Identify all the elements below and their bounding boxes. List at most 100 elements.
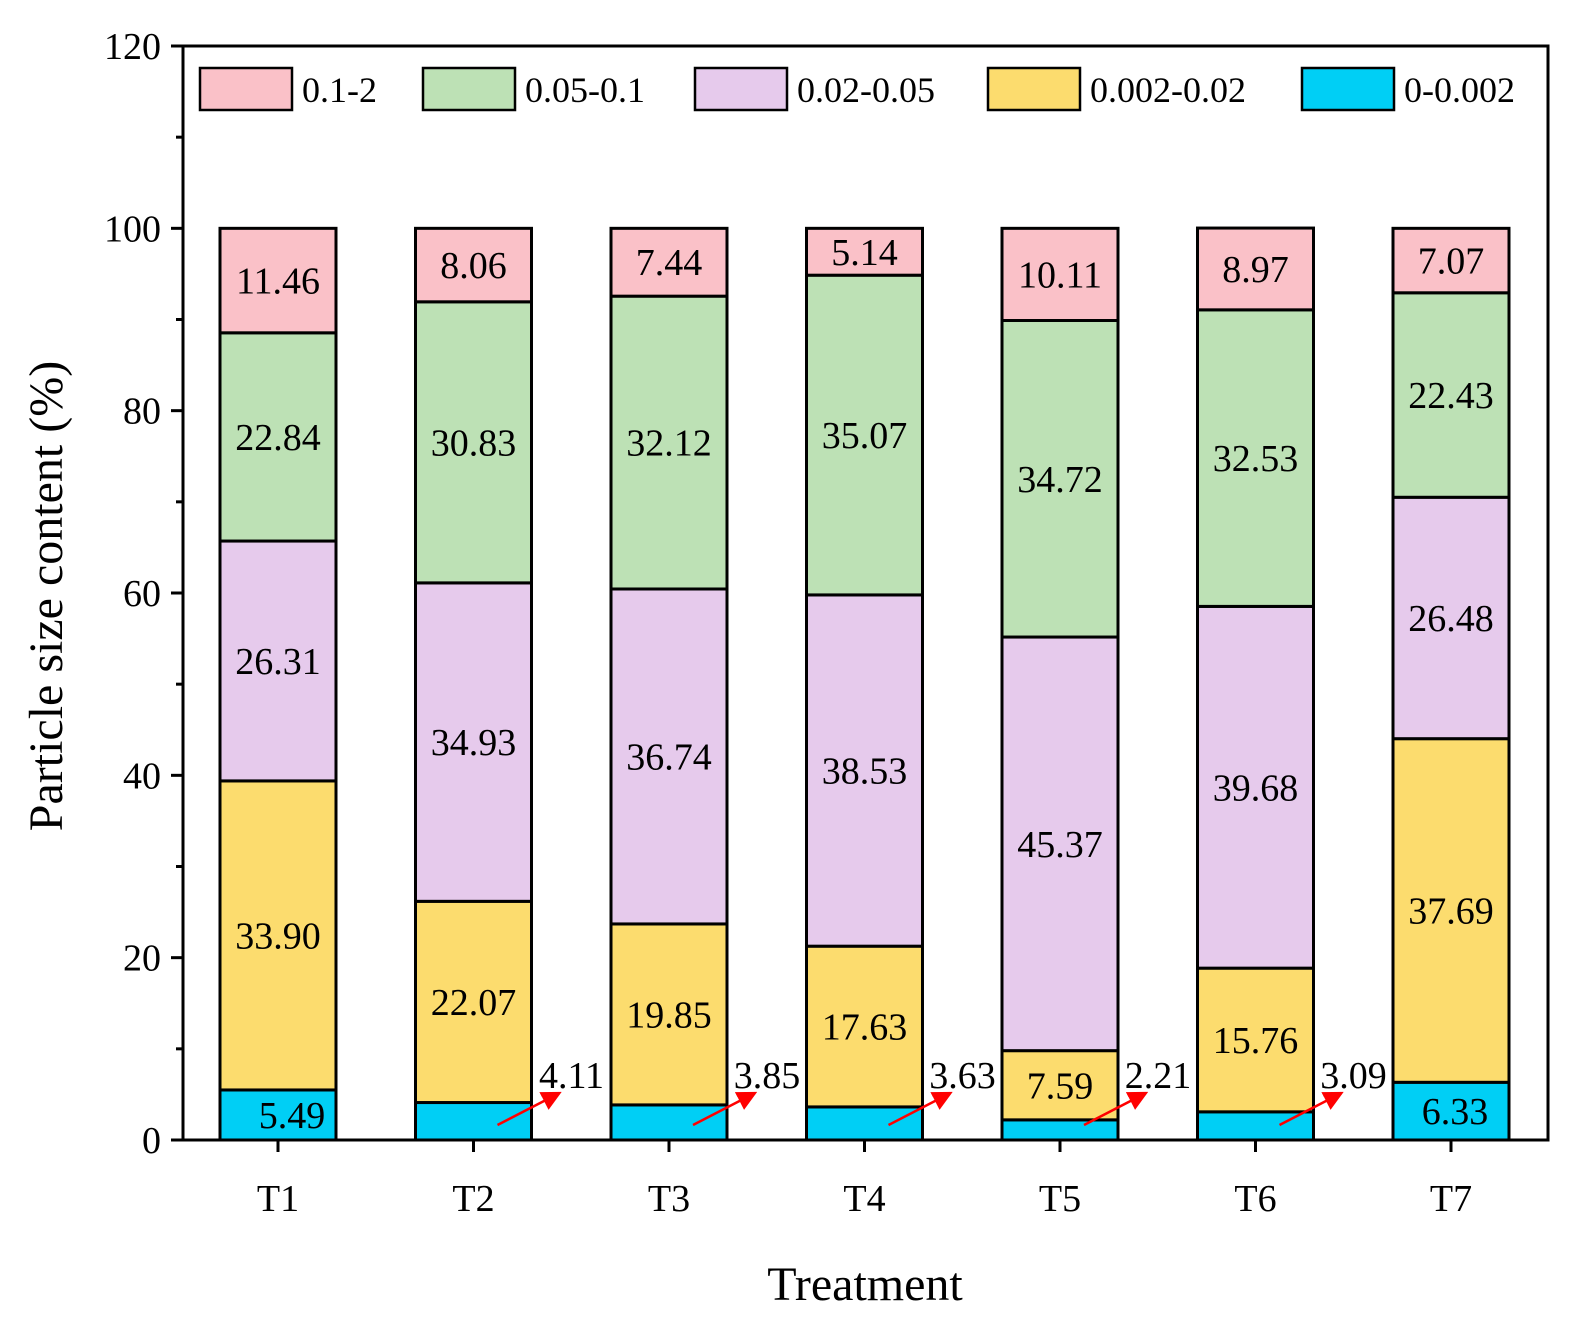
data-label-T5-0-0.002: 2.21 [1125, 1055, 1192, 1097]
legend-label-0.05-0.1: 0.05-0.1 [525, 70, 645, 110]
callout-arrow-T2 [496, 1091, 562, 1127]
data-label-T2-0.05-0.1: 30.83 [431, 422, 517, 464]
bar-segment-T4-0.02-0.05 [805, 593, 924, 948]
data-label-T1-0.1-2: 11.46 [236, 261, 320, 303]
bar-segment-T7-0.02-0.05 [1391, 495, 1511, 741]
legend-swatch-0.002-0.02 [986, 66, 1082, 112]
data-label-T2-0-0.002: 4.11 [539, 1055, 604, 1097]
bar-segment-T4-0-0.002 [805, 1105, 924, 1142]
data-label-T1-0.05-0.1: 22.84 [235, 417, 321, 459]
callout-arrow-T3 [692, 1091, 758, 1127]
data-label-T6-0.1-2: 8.97 [1222, 249, 1289, 291]
data-label-T6-0.02-0.05: 39.68 [1213, 767, 1299, 809]
data-label-T1-0.02-0.05: 26.31 [235, 641, 321, 683]
bar-segment-T4-0.05-0.1 [805, 273, 924, 597]
callout-arrow-T4 [887, 1091, 953, 1127]
bar-segment-T5-0.002-0.02 [1000, 1049, 1120, 1122]
bar-segment-T2-0.05-0.1 [414, 300, 533, 585]
x-tick-label-T3: T3 [648, 1178, 690, 1220]
bar-segment-T6-0.05-0.1 [1196, 308, 1315, 608]
bar-segment-T2-0.1-2 [414, 226, 533, 304]
data-label-T3-0.002-0.02: 19.85 [626, 994, 712, 1036]
bar-segment-T7-0.002-0.02 [1391, 737, 1511, 1084]
y-tick-label: 40 [123, 755, 161, 797]
data-label-T2-0.002-0.02: 22.07 [431, 982, 517, 1024]
y-tick-label: 80 [123, 391, 161, 433]
data-label-T2-0.1-2: 8.06 [440, 245, 507, 287]
x-tick-label-T4: T4 [843, 1178, 885, 1220]
data-label-T5-0.1-2: 10.11 [1018, 254, 1102, 296]
y-tick-label: 120 [104, 26, 161, 68]
legend-label-0-0.002: 0-0.002 [1404, 70, 1515, 110]
y-tick-label: 0 [142, 1120, 161, 1162]
bar-segment-T2-0.02-0.05 [414, 581, 533, 903]
bars-layer [218, 226, 1511, 1142]
data-label-T1-0.002-0.02: 33.90 [235, 915, 321, 957]
bar-segment-T1-0.002-0.02 [218, 779, 338, 1092]
data-labels-layer: 5.49 33.90 26.31 22.84 11.46 4.11 22.07 34.93 30… [235, 232, 1494, 1137]
data-label-T3-0.05-0.1: 32.12 [626, 423, 712, 465]
bar-segment-T7-0.1-2 [1391, 226, 1511, 295]
data-label-T7-0.1-2: 7.07 [1418, 241, 1485, 283]
legend: 0.1-2 0.05-0.1 0.02-0.05 0.002-0.02 0-0.002 [198, 66, 1515, 112]
data-label-T4-0.002-0.02: 17.63 [822, 1007, 908, 1049]
legend-swatch-0-0.002 [1300, 66, 1396, 112]
data-label-T6-0.05-0.1: 32.53 [1213, 438, 1299, 480]
bar-segment-T6-0.1-2 [1196, 226, 1315, 312]
callout-arrow-T6 [1278, 1091, 1344, 1127]
data-label-T4-0.05-0.1: 35.07 [822, 415, 908, 457]
data-label-T5-0.02-0.05: 45.37 [1017, 824, 1103, 866]
data-label-T7-0.02-0.05: 26.48 [1408, 598, 1494, 640]
data-label-T4-0.1-2: 5.14 [831, 232, 898, 274]
data-label-T3-0-0.002: 3.85 [734, 1055, 801, 1097]
bar-segment-T3-0.02-0.05 [609, 587, 729, 926]
bar-segment-T2-0.002-0.02 [414, 899, 533, 1105]
data-label-T2-0.02-0.05: 34.93 [431, 722, 517, 764]
x-axis-title: Treatment [767, 1258, 963, 1311]
data-label-T4-0-0.002: 3.63 [929, 1055, 996, 1097]
data-label-T1-0-0.002: 5.49 [259, 1095, 326, 1137]
bar-segment-T3-0.05-0.1 [609, 294, 729, 591]
data-label-T7-0.05-0.1: 22.43 [1408, 375, 1494, 417]
bar-segment-T5-0-0.002 [1000, 1118, 1120, 1142]
x-tick-label-T5: T5 [1039, 1178, 1081, 1220]
bar-segment-T3-0.1-2 [609, 226, 729, 298]
data-label-T7-0-0.002: 6.33 [1422, 1091, 1489, 1133]
bar-segment-T5-0.1-2 [1000, 226, 1120, 323]
bar-segment-T1-0.05-0.1 [218, 331, 338, 543]
legend-label-0.002-0.02: 0.002-0.02 [1090, 70, 1246, 110]
y-tick-label: 60 [123, 573, 161, 615]
bar-segment-T7-0.05-0.1 [1391, 291, 1511, 499]
callout-arrow-T5 [1083, 1091, 1149, 1127]
x-tick-label-T2: T2 [452, 1178, 494, 1220]
bar-segment-T5-0.05-0.1 [1000, 319, 1120, 639]
axes-layer: 0 20 40 60 80 100 120 T1 T2 T3 T4 T5 T6 T7 [104, 26, 1550, 1220]
legend-swatch-0.1-2 [198, 66, 294, 112]
legend-swatch-0.02-0.05 [693, 66, 789, 112]
legend-swatch-0.05-0.1 [421, 66, 517, 112]
legend-label-0.02-0.05: 0.02-0.05 [797, 70, 935, 110]
bar-segment-T4-0.1-2 [805, 226, 924, 277]
data-label-T3-0.02-0.05: 36.74 [626, 736, 712, 778]
bar-segment-T3-0-0.002 [609, 1103, 729, 1142]
bar-segment-T6-0.02-0.05 [1196, 604, 1315, 970]
y-tick-label: 20 [123, 938, 161, 980]
legend-label-0.1-2: 0.1-2 [302, 70, 377, 110]
bar-segment-T3-0.002-0.02 [609, 922, 729, 1107]
bar-segment-T1-0.1-2 [218, 226, 338, 335]
data-label-T5-0.05-0.1: 34.72 [1017, 459, 1103, 501]
bar-segment-T7-0-0.002 [1391, 1080, 1511, 1142]
data-label-T6-0.002-0.02: 15.76 [1213, 1020, 1299, 1062]
x-tick-label-T6: T6 [1234, 1178, 1276, 1220]
data-label-T7-0.002-0.02: 37.69 [1408, 890, 1494, 932]
data-label-T5-0.002-0.02: 7.59 [1027, 1065, 1094, 1107]
bar-segment-T2-0-0.002 [414, 1101, 533, 1142]
x-tick-label-T1: T1 [257, 1178, 299, 1220]
data-label-T3-0.1-2: 7.44 [636, 242, 703, 284]
bar-segment-T5-0.02-0.05 [1000, 635, 1120, 1053]
bar-segment-T6-0.002-0.02 [1196, 966, 1315, 1114]
x-tick-label-T7: T7 [1430, 1178, 1472, 1220]
data-label-T4-0.02-0.05: 38.53 [822, 751, 908, 793]
y-axis-title: Particle size content (%) [20, 361, 73, 831]
